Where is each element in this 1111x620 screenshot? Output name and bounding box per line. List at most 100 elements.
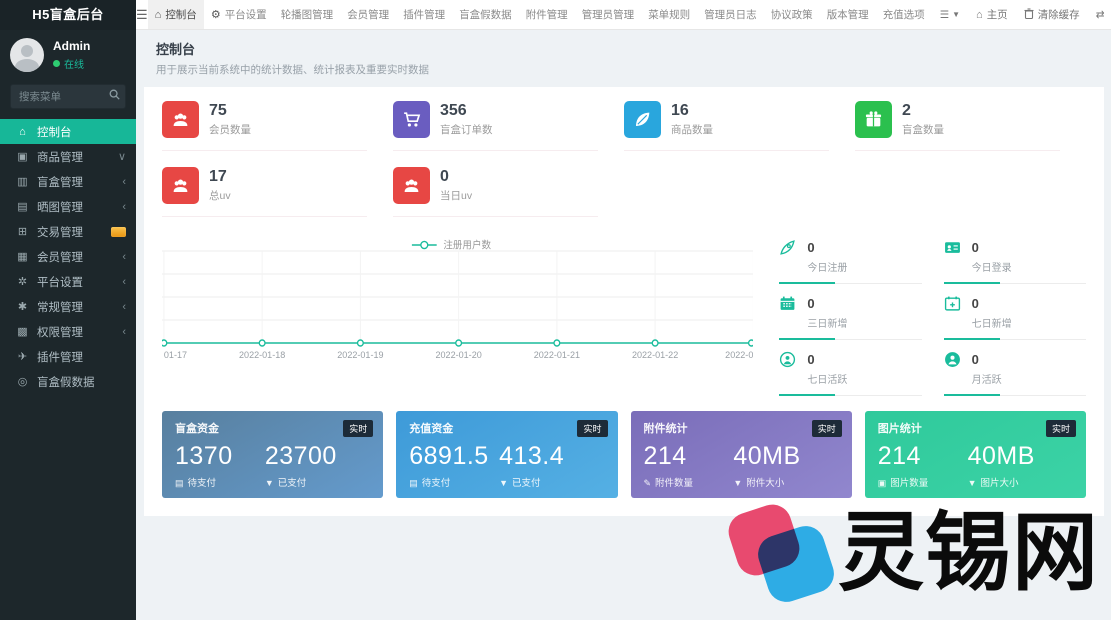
search-input[interactable] (10, 84, 126, 109)
circle-icon: ◎ (17, 376, 28, 388)
chevron-left-icon: ‹ (122, 275, 126, 288)
home-icon: ⌂ (154, 8, 162, 21)
realtime-badge: 实时 (577, 420, 608, 437)
page-subtitle: 用于展示当前系统中的统计数据、统计报表及重要实时数据 (156, 64, 429, 76)
tab-platform-settings[interactable]: ⚙ 平台设置 (210, 9, 267, 21)
tab-list-dropdown[interactable]: ☰ ▼ (932, 0, 968, 29)
content-area: 控制台 用于展示当前系统中的统计数据、统计报表及重要实时数据 75 会员数量 35… (136, 30, 1111, 620)
hamburger-icon[interactable]: ☰ (136, 6, 148, 22)
sidebar-item-fakedata[interactable]: ◎ 盲盒假数据 (0, 369, 136, 394)
stat-orders: 356 盲盒订单数 (393, 101, 624, 151)
image-icon: ▤ (17, 201, 28, 213)
trade-badge (111, 226, 126, 237)
tab-plugins[interactable]: 插件管理 (403, 9, 446, 21)
leaf-icon (624, 101, 661, 138)
home-button[interactable]: ⌂ 主页 (976, 8, 1008, 22)
tab-banner[interactable]: 轮播图管理 (280, 9, 334, 21)
users-icon (162, 101, 199, 138)
x-tick: 2022-01-22 (632, 350, 678, 360)
watermark-text: 灵锡网 (838, 505, 1099, 601)
language-switch-icon[interactable]: ⇄ (1095, 8, 1105, 21)
sidebar-item-members[interactable]: ▦ 会员管理 ‹ (0, 244, 136, 269)
mini-stat-month-active: 0 月活跃 (943, 349, 1086, 396)
registered-users-chart: 注册用户数 01-17 2022-01-18 2022-01-19 2022-0… (160, 237, 755, 405)
clipboard-icon: ▤ (175, 478, 184, 488)
users-icon (393, 167, 430, 204)
share-icon: ✲ (17, 276, 28, 288)
filter-icon: ▼ (499, 478, 508, 488)
logo-icon (723, 494, 839, 612)
stat-total-uv: 17 总uv (162, 167, 393, 217)
calendar-icon (779, 295, 801, 317)
tab-versions[interactable]: 版本管理 (826, 9, 869, 21)
tab-fakedata[interactable]: 盲盒假数据 (459, 9, 512, 21)
page-title: 控制台 (156, 42, 196, 57)
svg-text:注册用户数: 注册用户数 (443, 238, 491, 251)
sidebar-item-blindbox[interactable]: ▥ 盲盒管理 ‹ (0, 169, 136, 194)
sidebar-item-goods[interactable]: ▣ 商品管理 ∨ (0, 144, 136, 169)
calendar-plus-icon (944, 295, 966, 317)
x-tick: 01-17 (164, 350, 187, 360)
chevron-left-icon: ‹ (122, 250, 126, 263)
user-panel: Admin 在线 (0, 30, 136, 82)
list-icon: ☰ (939, 8, 950, 21)
id-card-icon (944, 239, 966, 261)
sidebar-item-platform[interactable]: ✲ 平台设置 ‹ (0, 269, 136, 294)
mini-stats-grid: 0 今日注册 0 今日登录 0 三日新增 0 七日新增 (779, 237, 1086, 405)
tab-menu-rules[interactable]: 菜单规则 (648, 9, 691, 21)
sidebar-item-dashboard[interactable]: ⌂ 控制台 (0, 119, 136, 144)
site-watermark: 灵锡网 (723, 494, 1099, 612)
tab-dashboard[interactable]: ⌂ 控制台 (147, 0, 204, 29)
x-tick: 2022-01-18 (239, 350, 285, 360)
tab-attachments[interactable]: 附件管理 (525, 9, 568, 21)
tab-recharge-options[interactable]: 充值选项 (882, 9, 925, 21)
sidebar-item-photos[interactable]: ▤ 晒图管理 ‹ (0, 194, 136, 219)
sidebar-item-auth[interactable]: ▩ 权限管理 ‹ (0, 319, 136, 344)
tab-policies[interactable]: 协议政策 (770, 9, 813, 21)
realtime-badge: 实时 (811, 420, 842, 437)
stat-daily-uv: 0 当日uv (393, 167, 624, 217)
chevron-left-icon: ‹ (122, 325, 126, 338)
tab-admins[interactable]: 管理员管理 (581, 9, 635, 21)
filter-icon: ▼ (733, 478, 743, 488)
realtime-badge: 实时 (343, 420, 374, 437)
mini-stat-7day-active: 0 七日活跃 (779, 349, 922, 396)
sidebar-menu: ⌂ 控制台 ▣ 商品管理 ∨ ▥ 盲盒管理 ‹ ▤ 晒图管理 ‹ ⊞ 交易管理 ▦ 会员管理 ‹ ✲… (0, 119, 136, 620)
gift-icon (855, 101, 892, 138)
mini-stat-today-login: 0 今日登录 (943, 237, 1086, 284)
chevron-left-icon: ‹ (122, 175, 126, 188)
x-tick: 2022-0 (725, 350, 753, 360)
clear-cache-button[interactable]: 清除缓存 (1016, 0, 1088, 29)
mini-stat-today-registered: 0 今日注册 (779, 237, 922, 284)
cart-icon: ⊞ (17, 226, 28, 238)
mini-stat-3day-new: 0 三日新增 (779, 293, 922, 340)
home-icon: ⌂ (976, 8, 983, 21)
tab-members[interactable]: 会员管理 (347, 9, 390, 21)
search-icon[interactable] (109, 89, 120, 103)
clipboard-icon: ▤ (409, 478, 418, 488)
user-status: 在线 (53, 56, 90, 71)
dashboard-icon: ⌂ (19, 125, 26, 138)
stat-goods: 16 商品数量 (624, 101, 855, 151)
sidebar-item-plugins[interactable]: ✈ 插件管理 (0, 344, 136, 369)
rocket-icon (779, 239, 801, 261)
chart-legend[interactable]: 注册用户数 (411, 238, 491, 252)
card-blindbox-funds: 盲盒资金 实时 1370 ▤ 待支付 23700 ▼ 已支付 (162, 411, 384, 498)
users-icon (162, 167, 199, 204)
card-image-stats: 图片统计 实时 214 ▣ 图片数量 40MB ▼ 图片大小 (864, 411, 1086, 498)
user-circle-filled-icon (944, 351, 966, 373)
top-navbar: ☰ ⌂ 控制台 ⚙ 平台设置 轮播图管理 会员管理 插件管理 盲盒假数据 附件管理 … (136, 0, 1111, 30)
sidebar-item-general[interactable]: ✱ 常规管理 ‹ (0, 294, 136, 319)
x-tick: 2022-01-20 (435, 350, 481, 360)
filter-icon: ▼ (264, 478, 274, 488)
app-title[interactable]: H5盲盒后台 (0, 0, 136, 30)
user-name: Admin (53, 39, 91, 53)
chevron-down-icon: ∨ (117, 151, 126, 163)
tab-admin-logs[interactable]: 管理员日志 (704, 9, 757, 21)
sidebar: H5盲盒后台 Admin 在线 ⌂控制台 ▣商品管理∨ ▥盲盒管理‹ ▤晒图管理… (0, 0, 136, 620)
paperclip-icon: ✎ (643, 478, 652, 488)
box-icon: ▥ (17, 176, 28, 188)
avatar (10, 38, 44, 72)
sidebar-item-trade[interactable]: ⊞ 交易管理 (0, 219, 136, 244)
